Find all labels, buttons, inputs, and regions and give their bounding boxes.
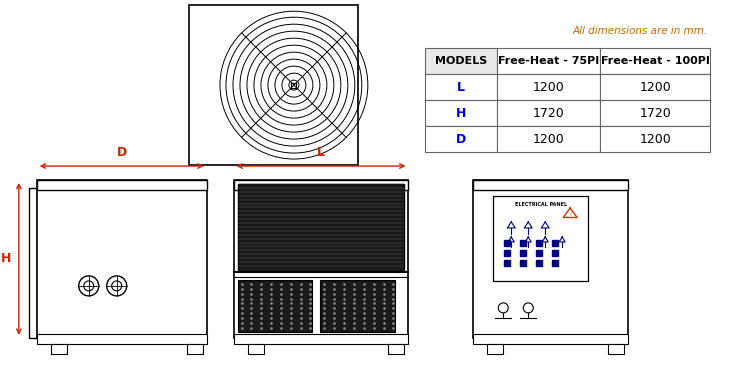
Bar bbox=[425, 126, 497, 152]
Text: 1200: 1200 bbox=[533, 133, 564, 145]
Bar bbox=[238, 184, 404, 270]
Bar bbox=[520, 260, 526, 266]
Text: 1200: 1200 bbox=[639, 133, 671, 145]
Bar bbox=[425, 48, 497, 74]
Text: H: H bbox=[456, 107, 466, 120]
Text: Free-Heat - 100PI: Free-Heat - 100PI bbox=[601, 56, 709, 66]
Text: !: ! bbox=[569, 212, 571, 217]
Text: 1200: 1200 bbox=[533, 81, 564, 93]
Bar bbox=[291, 83, 296, 88]
Bar bbox=[37, 180, 206, 190]
Bar bbox=[389, 344, 404, 354]
Bar bbox=[537, 250, 542, 256]
Bar bbox=[37, 180, 206, 338]
Bar bbox=[29, 188, 37, 338]
Text: 1200: 1200 bbox=[639, 81, 671, 93]
Text: Free-Heat - 75PI: Free-Heat - 75PI bbox=[498, 56, 600, 66]
Bar bbox=[520, 250, 526, 256]
Bar bbox=[600, 74, 710, 100]
Bar bbox=[537, 240, 542, 246]
Bar bbox=[187, 344, 203, 354]
Bar bbox=[474, 334, 628, 344]
Bar bbox=[247, 344, 264, 354]
Text: MODELS: MODELS bbox=[436, 56, 488, 66]
Bar bbox=[537, 260, 542, 266]
Bar bbox=[552, 250, 559, 256]
Bar bbox=[234, 334, 408, 344]
Bar bbox=[504, 240, 510, 246]
Bar bbox=[497, 126, 600, 152]
Bar bbox=[493, 196, 589, 281]
Bar bbox=[504, 260, 510, 266]
Bar bbox=[552, 260, 559, 266]
Text: 1720: 1720 bbox=[639, 107, 671, 120]
Text: H: H bbox=[1, 253, 11, 265]
Text: ELECTRICAL PANEL: ELECTRICAL PANEL bbox=[515, 202, 567, 207]
Bar bbox=[497, 100, 600, 126]
Bar bbox=[474, 180, 628, 190]
Bar bbox=[238, 280, 313, 332]
Bar bbox=[234, 180, 408, 190]
Bar bbox=[600, 126, 710, 152]
Bar bbox=[497, 48, 600, 74]
Text: L: L bbox=[317, 146, 325, 159]
Text: 1720: 1720 bbox=[533, 107, 564, 120]
Bar bbox=[600, 100, 710, 126]
Bar bbox=[425, 74, 497, 100]
Bar bbox=[488, 344, 504, 354]
Bar bbox=[520, 240, 526, 246]
Text: D: D bbox=[116, 146, 127, 159]
Bar bbox=[425, 100, 497, 126]
Bar bbox=[552, 240, 559, 246]
Bar bbox=[504, 250, 510, 256]
Bar bbox=[474, 180, 628, 338]
Bar bbox=[497, 74, 600, 100]
Text: L: L bbox=[458, 81, 466, 93]
Bar bbox=[189, 5, 359, 165]
Text: All dimensions are in mm.: All dimensions are in mm. bbox=[573, 26, 708, 36]
Bar bbox=[37, 334, 206, 344]
Bar bbox=[600, 48, 710, 74]
Bar bbox=[321, 280, 395, 332]
Bar bbox=[51, 344, 67, 354]
Bar bbox=[608, 344, 624, 354]
Bar bbox=[234, 180, 408, 338]
Text: D: D bbox=[456, 133, 466, 145]
